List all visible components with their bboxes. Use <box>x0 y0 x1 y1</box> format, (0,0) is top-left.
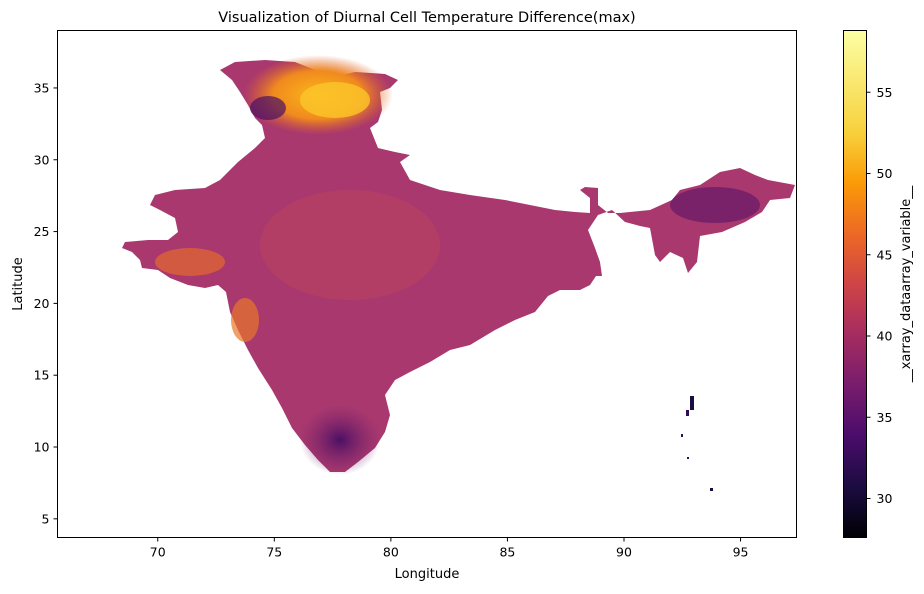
colorbar-tick-label: 45 <box>877 247 893 262</box>
x-tick-label: 70 <box>150 545 166 560</box>
x-tick-label: 75 <box>266 545 282 560</box>
heatmap-cool-northeast <box>670 187 760 223</box>
heatmap-warm-west <box>155 248 225 276</box>
chart-title: Visualization of Diurnal Cell Temperatur… <box>218 10 635 26</box>
colorbar-label: __xarray_dataarray_variable__ <box>899 185 914 383</box>
x-tick-label: 80 <box>383 545 399 560</box>
x-axis: 70 75 80 85 90 95 <box>150 537 749 560</box>
heatmap-island-3 <box>681 434 683 437</box>
heatmap-layer <box>122 55 795 491</box>
colorbar-gradient <box>843 30 867 538</box>
x-axis-label: Longitude <box>395 567 460 582</box>
heatmap-island-1 <box>690 396 694 410</box>
y-tick-label: 15 <box>34 368 50 383</box>
colorbar-tick-label: 30 <box>877 491 893 506</box>
y-tick-label: 30 <box>34 152 50 167</box>
heatmap-island-5 <box>710 488 713 491</box>
colorbar-ticks: 30 35 40 45 50 55 <box>866 85 893 506</box>
x-tick-label: 85 <box>499 545 515 560</box>
y-tick-label: 20 <box>34 296 50 311</box>
colorbar-tick-label: 40 <box>877 329 893 344</box>
y-tick-label: 10 <box>34 440 50 455</box>
y-tick-label: 35 <box>34 80 50 95</box>
x-tick-label: 90 <box>616 545 632 560</box>
colorbar-tick-label: 55 <box>877 85 893 100</box>
y-axis: 5 10 15 20 25 30 35 <box>34 80 58 526</box>
heatmap-mid-central <box>260 190 440 300</box>
heatmap-hotspot-north-core <box>300 82 370 118</box>
y-axis-label: Latitude <box>11 257 26 311</box>
colorbar-tick-label: 50 <box>877 166 893 181</box>
x-tick-label: 95 <box>733 545 749 560</box>
heatmap-region-mainland <box>122 60 795 472</box>
y-tick-label: 5 <box>42 511 50 526</box>
colorbar-tick-label: 35 <box>877 410 893 425</box>
heatmap-cool-south <box>300 405 380 475</box>
heatmap-warm-westcoast <box>231 298 259 342</box>
heatmap-island-2 <box>686 410 689 416</box>
y-tick-label: 25 <box>34 224 50 239</box>
heatmap-island-4 <box>687 457 689 459</box>
heatmap-cool-northwest <box>250 96 286 120</box>
colorbar: 30 35 40 45 50 55 __xarray_dataarray_variable… <box>843 30 914 538</box>
